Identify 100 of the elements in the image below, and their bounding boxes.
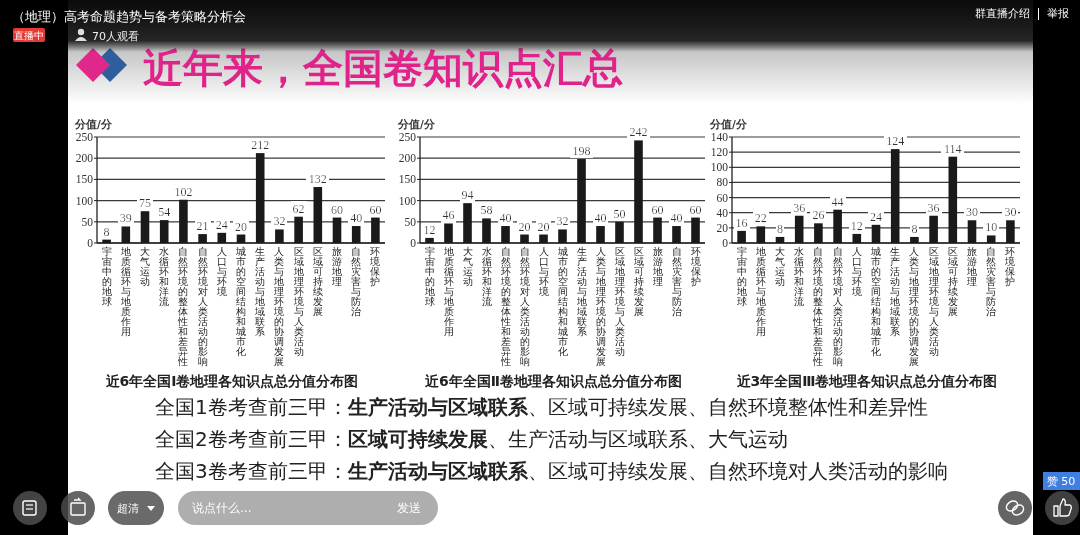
category-label: 生产活动与地域联系 <box>576 246 587 337</box>
y-tick-label: 100 <box>75 194 94 207</box>
y-tick-label: 0 <box>87 237 94 249</box>
y-tick-label: 100 <box>398 194 417 207</box>
data-label: 60 <box>331 202 343 217</box>
data-label: 60 <box>689 202 702 217</box>
category-label: 生产活动与地域联系 <box>255 246 266 337</box>
data-label: 20 <box>518 219 531 234</box>
data-label: 22 <box>754 211 767 226</box>
category-label: 自然环境的整体性和差异性 <box>178 246 189 367</box>
text: 直播中 <box>14 30 44 41</box>
y-axis-title: 分值/分 <box>397 118 436 130</box>
data-label: 8 <box>777 221 783 236</box>
y-tick-label: 120 <box>710 146 729 159</box>
x-tick-label: 旅游地理 <box>651 246 663 287</box>
x-tick-label: 大气运动 <box>140 246 150 287</box>
x-tick-label: 自然灾害与防治 <box>671 246 682 317</box>
x-tick-label: 宇宙中的地球 <box>735 246 747 307</box>
data-label: 50 <box>613 206 626 221</box>
data-label: 58 <box>480 203 493 218</box>
category-label: 地质循环与地质作用 <box>443 246 454 337</box>
data-label: 36 <box>793 200 806 215</box>
y-tick-label: 20 <box>716 221 729 234</box>
text: 70人观看 <box>92 30 139 43</box>
y-axis-title: 分值/分 <box>709 118 748 130</box>
x-tick-label: 区域可持续发展 <box>946 246 958 317</box>
data-label: 46 <box>442 208 455 223</box>
data-label: 54 <box>158 205 171 220</box>
y-tick-label: 0 <box>722 237 729 249</box>
text: 近3年全国Ⅲ卷地理各知识点总分值分布图 <box>735 373 998 389</box>
text: 说点什么... <box>192 501 252 515</box>
data-label: 75 <box>139 196 151 211</box>
data-label: 198 <box>572 144 591 159</box>
x-tick-label: 旅游地理 <box>966 246 977 287</box>
x-tick-label: 环境保护 <box>1004 246 1016 287</box>
x-tick-label: 自然灾害与防治 <box>351 246 362 317</box>
data-label: 40 <box>350 211 363 226</box>
data-label: 26 <box>812 208 825 223</box>
y-tick-label: 200 <box>75 152 94 165</box>
text: 全国1卷考查前三甲：生产活动与区域联系、区域可持续发展、自然环境整体性和差异性 <box>155 395 928 419</box>
y-tick-label: 0 <box>410 237 417 249</box>
text: 全国3卷考查前三甲：生产活动与区域联系、区域可持续发展、自然环境对人类活动的影响 <box>155 459 948 483</box>
data-label: 24 <box>215 217 228 232</box>
data-label: 8 <box>103 224 110 239</box>
data-label: 60 <box>369 202 382 217</box>
data-label: 12 <box>423 222 436 237</box>
x-tick-label: 大气运动 <box>462 246 473 287</box>
x-tick-label: 水循环和洋流 <box>159 246 170 307</box>
category-label: 自然环境对人类活动的影响 <box>832 246 843 367</box>
data-label: 62 <box>292 201 305 216</box>
x-tick-label: 旅游地理 <box>331 246 342 287</box>
y-axis-title: 分值/分 <box>74 118 113 130</box>
data-label: 12 <box>850 218 863 233</box>
category-label: 区域地理环境与人类活动 <box>928 246 939 357</box>
data-label: 16 <box>735 215 748 230</box>
category-label: 城市的空间结构和城市化 <box>557 246 568 357</box>
y-tick-label: 150 <box>75 173 94 186</box>
data-label: 40 <box>594 211 607 226</box>
x-tick-label: 环境保护 <box>369 246 381 287</box>
text: 近年来，全国卷知识点汇总 <box>143 45 623 91</box>
category-label: 人类与地理环境的协调发展 <box>595 246 606 367</box>
data-label: 39 <box>119 211 132 226</box>
category-label: 城市的空间结构和城市化 <box>236 246 246 357</box>
data-label: 20 <box>235 219 247 234</box>
category-label: 生产活动与地域联系 <box>890 246 901 337</box>
y-tick-label: 40 <box>716 206 729 219</box>
category-label: 自然环境的整体性和差异性 <box>813 246 824 367</box>
data-label: 21 <box>196 219 209 234</box>
data-label: 10 <box>985 220 998 235</box>
text: 举报 <box>1047 7 1069 20</box>
text: 超清 <box>117 502 139 515</box>
y-tick-label: 200 <box>398 152 417 165</box>
text: 发送 <box>397 501 421 515</box>
x-tick-label: 人口与环境 <box>850 246 862 297</box>
y-tick-label: 80 <box>716 176 729 189</box>
y-tick-label: 150 <box>398 173 417 186</box>
category-label: 自然环境对人类活动的影响 <box>519 246 530 367</box>
text: 群直播介绍 <box>975 7 1030 20</box>
y-tick-label: 250 <box>398 131 417 143</box>
data-label: 30 <box>966 205 978 220</box>
y-tick-label: 50 <box>404 215 417 228</box>
category-label: 人类与地理环境的协调发展 <box>274 246 285 367</box>
x-tick-label: 宇宙中的地球 <box>423 246 435 307</box>
x-tick-label: 环境保护 <box>689 246 701 287</box>
x-tick-label: 宇宙中的地球 <box>100 246 112 307</box>
data-label: 132 <box>308 172 327 187</box>
x-tick-label: 水循环和洋流 <box>481 246 492 307</box>
y-tick-label: 250 <box>75 131 94 143</box>
category-label: 自然环境对人类活动的影响 <box>197 246 208 367</box>
x-tick-label: 人口与环境 <box>215 246 227 297</box>
text: 赞 50 <box>1046 475 1076 488</box>
category-label: 人类与地理环境的协调发展 <box>909 246 920 367</box>
x-tick-label: 区域可持续发展 <box>311 246 323 317</box>
data-label: 24 <box>870 209 882 224</box>
category-label: 区域地理环境与人类活动 <box>293 246 304 357</box>
y-tick-label: 60 <box>716 191 729 204</box>
data-label: 60 <box>651 202 664 217</box>
text: 近6年全国Ⅱ卷地理各知识点总分值分布图 <box>424 373 682 389</box>
x-tick-label: 大气运动 <box>775 246 785 287</box>
y-tick-label: 100 <box>710 161 729 174</box>
